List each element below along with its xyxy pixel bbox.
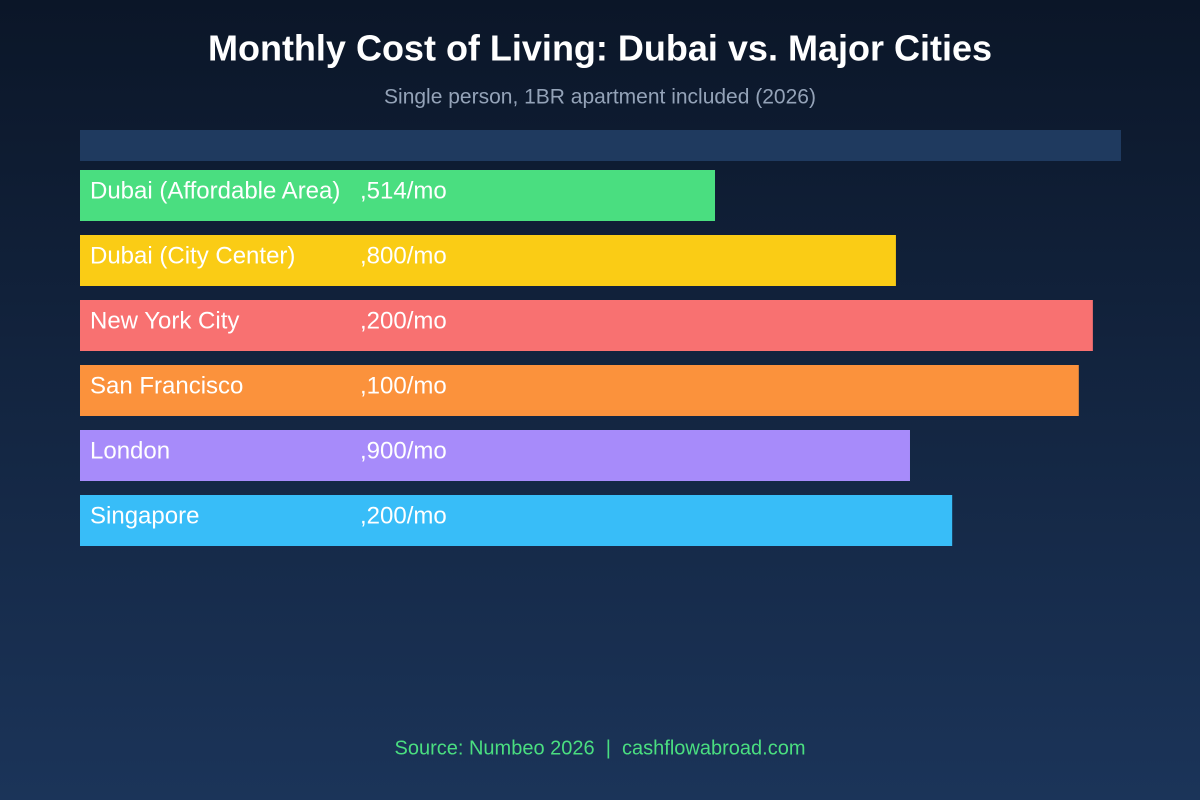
category-label: San Francisco <box>90 372 243 399</box>
bar <box>80 300 1093 351</box>
category-label: Singapore <box>90 502 199 529</box>
bar <box>80 365 1079 416</box>
chart-subtitle: Single person, 1BR apartment included (2… <box>384 86 816 109</box>
value-label: ,800/mo <box>360 242 447 269</box>
category-label: New York City <box>90 307 239 334</box>
bar <box>80 170 716 221</box>
value-label: ,900/mo <box>360 437 447 464</box>
chart-title: Monthly Cost of Living: Dubai vs. Major … <box>208 28 992 69</box>
value-label: ,514/mo <box>360 177 447 204</box>
category-label: London <box>90 437 170 464</box>
bar <box>80 235 896 286</box>
bar <box>80 495 953 546</box>
value-label: ,200/mo <box>360 502 447 529</box>
footer: Source: Numbeo 2026 | cashflowabroad.com <box>395 737 806 759</box>
header-strip <box>80 130 1121 161</box>
category-label: Dubai (Affordable Area) <box>90 177 340 204</box>
category-label: Dubai (City Center) <box>90 242 295 269</box>
bar <box>80 430 910 481</box>
value-label: ,100/mo <box>360 372 447 399</box>
value-label: ,200/mo <box>360 307 447 334</box>
